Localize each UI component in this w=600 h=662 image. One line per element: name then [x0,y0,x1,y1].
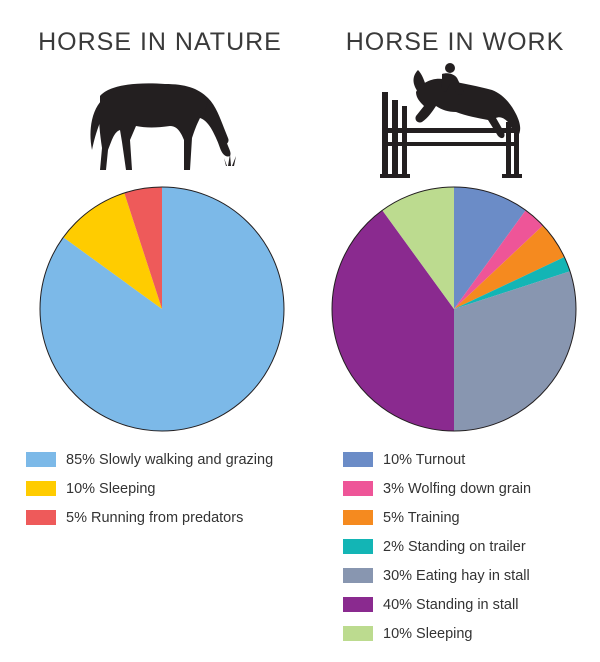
legend-0-swatch-2 [26,510,56,525]
legend-1-item-6: 10% Sleeping [343,619,531,648]
chart-title-nature: HORSE IN NATURE [38,28,282,56]
legend-1-item-4: 30% Eating hay in stall [343,561,531,590]
legend-1-swatch-3 [343,539,373,554]
legend-0-swatch-0 [26,452,56,467]
pie-1-slice-6 [382,187,454,309]
legend-1-swatch-1 [343,481,373,496]
pie-1-slice-2 [454,225,565,309]
legend-1-swatch-4 [343,568,373,583]
legend-0-swatch-1 [26,481,56,496]
legend-0-label-2: 5% Running from predators [66,509,244,526]
pie-nature [39,186,285,432]
legend-1-item-5: 40% Standing in stall [343,590,531,619]
pie-1-slice-5 [332,210,454,431]
legend-1-label-6: 10% Sleeping [383,625,473,642]
pie-1-slice-4 [454,271,576,431]
legend-1-swatch-0 [343,452,373,467]
pie-1-outline [331,186,577,432]
legend-1-item-0: 10% Turnout [343,445,531,474]
legend-1-item-3: 2% Standing on trailer [343,532,531,561]
pie-work [331,186,577,432]
legend-1-label-1: 3% Wolfing down grain [383,480,532,497]
grazing-horse-icon [90,83,236,170]
pie-1-slice-1 [454,210,543,309]
pie-0-slice-0 [39,187,284,431]
chart-title-work: HORSE IN WORK [345,28,565,56]
legend-1-swatch-5 [343,597,373,612]
pie-0-slice-2 [124,187,162,309]
legend-1-label-2: 5% Training [383,509,460,526]
legend-1-item-2: 5% Training [343,503,531,532]
legend-nature: 85% Slowly walking and grazing 10% Sleepi… [26,445,273,532]
legend-work: 10% Turnout 3% Wolfing down grain 5% Train… [343,445,531,648]
legend-1-swatch-6 [343,626,373,641]
legend-1-label-4: 30% Eating hay in stall [383,567,530,584]
pie-1-slice-0 [454,187,526,309]
legend-0-item-2: 5% Running from predators [26,503,273,532]
legend-1-label-3: 2% Standing on trailer [383,538,526,555]
legend-0-label-1: 10% Sleeping [66,480,156,497]
pie-0-slice-1 [63,192,162,309]
pie-0-outline [39,186,285,432]
pie-1-slice-3 [454,257,571,309]
legend-0-item-0: 85% Slowly walking and grazing [26,445,273,474]
legend-1-label-0: 10% Turnout [383,451,466,468]
legend-1-label-5: 40% Standing in stall [383,596,519,613]
legend-1-swatch-2 [343,510,373,525]
legend-0-label-0: 85% Slowly walking and grazing [66,451,274,468]
legend-1-item-1: 3% Wolfing down grain [343,474,531,503]
show-jumping-horse-icon [380,63,522,178]
legend-0-item-1: 10% Sleeping [26,474,273,503]
